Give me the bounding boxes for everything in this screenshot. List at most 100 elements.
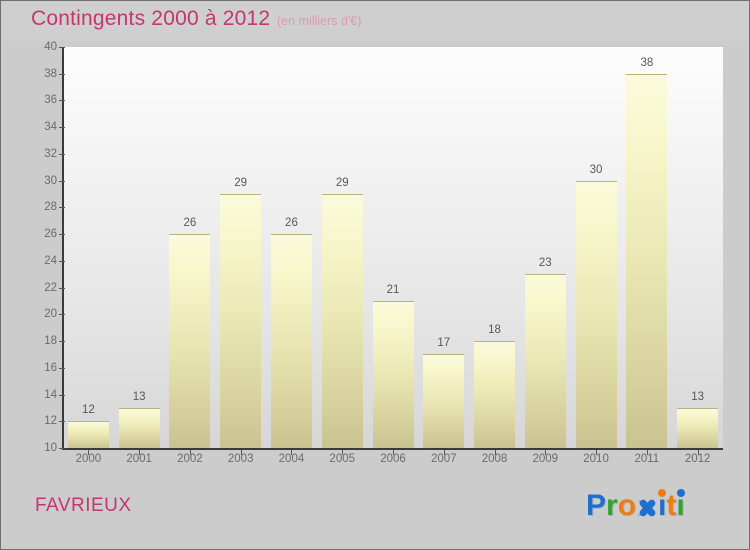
bar-top-edge — [626, 73, 668, 75]
x-axis-tick-label: 2005 — [329, 453, 356, 465]
y-axis-tick-label: 14 — [44, 388, 57, 401]
logo-letter-i1: ı — [658, 489, 667, 522]
logo-letter-r: r — [606, 489, 618, 522]
bar-top-edge — [321, 194, 363, 196]
bar-top-edge — [220, 194, 262, 196]
y-axis-tick-mark — [59, 47, 65, 48]
bar[interactable] — [321, 194, 363, 448]
y-axis-tick-label: 26 — [44, 228, 57, 241]
x-axis-tick-label: 2004 — [278, 453, 305, 465]
bar-top-edge — [118, 407, 160, 409]
bar-top-edge — [423, 354, 465, 356]
x-axis-tick-mark — [291, 450, 292, 455]
y-axis-line — [62, 47, 64, 449]
x-axis-tick-mark — [139, 450, 140, 455]
x-axis-tick-label: 2008 — [481, 453, 508, 465]
logo-letter-t: t — [666, 489, 677, 522]
y-axis-tick-label: 16 — [44, 361, 57, 374]
chart-subtitle: (en milliers d'€) — [277, 14, 362, 28]
x-axis-line — [62, 448, 723, 450]
y-axis-tick-mark — [59, 234, 65, 236]
logo-letter-i1-dot — [658, 489, 667, 497]
bar[interactable] — [474, 341, 516, 448]
bar-value-label: 12 — [81, 404, 95, 417]
y-axis-tick-label: 22 — [44, 281, 57, 294]
bar-top-edge — [67, 421, 109, 423]
bar-value-label: 26 — [285, 217, 298, 230]
y-axis-tick-label: 10 — [44, 442, 57, 454]
bar-value-label: 17 — [437, 337, 451, 350]
bar-value-label: 38 — [640, 56, 654, 69]
bar-top-edge — [524, 274, 566, 276]
bar[interactable] — [270, 234, 312, 448]
bar[interactable] — [524, 274, 566, 448]
x-axis-tick-mark — [88, 450, 89, 455]
proxiti-logo[interactable]: Prox ı tı — [586, 489, 685, 522]
x-axis-tick-label: 2010 — [583, 453, 609, 465]
x-axis-tick-label: 2002 — [177, 453, 203, 465]
x-axis-tick-mark — [698, 450, 699, 455]
bar[interactable] — [423, 354, 465, 448]
x-axis-tick-label: 2006 — [380, 453, 406, 465]
y-axis-tick-mark — [59, 367, 65, 369]
x-axis-tick-label: 2003 — [227, 453, 254, 465]
bar[interactable] — [677, 407, 719, 448]
logo-letter-i2-dot — [676, 489, 685, 497]
bar-value-label: 29 — [234, 177, 248, 190]
y-axis-tick-mark — [59, 207, 65, 209]
x-axis-tick-label: 2001 — [126, 453, 152, 465]
x-axis-tick-label: 2007 — [430, 453, 457, 465]
logo-letter-i2: ı — [676, 489, 685, 522]
bar[interactable] — [220, 194, 262, 448]
chart-footer: FAVRIEUX Prox ı tı — [1, 479, 749, 549]
x-axis-tick-mark — [190, 450, 191, 455]
bar-top-edge — [270, 234, 312, 236]
bar[interactable] — [169, 234, 211, 448]
x-axis-tick-mark — [596, 450, 597, 455]
bar-value-label: 29 — [335, 177, 349, 190]
bar-value-label: 30 — [589, 163, 603, 176]
bar-top-edge — [169, 234, 211, 236]
y-axis-tick-label: 18 — [44, 335, 57, 348]
bar[interactable] — [626, 73, 668, 448]
x-axis-tick-label: 2009 — [532, 453, 559, 465]
y-axis-tick-mark — [59, 287, 65, 289]
bar-value-label: 23 — [538, 257, 552, 270]
bar[interactable] — [118, 407, 160, 448]
x-axis-tick-label: 2011 — [634, 453, 660, 465]
y-axis-tick-label: 34 — [44, 121, 57, 134]
y-axis-tick-mark — [59, 73, 65, 75]
bar-top-edge — [677, 407, 719, 409]
y-axis-tick-mark — [59, 127, 65, 129]
y-axis-tick-label: 12 — [44, 415, 57, 428]
y-axis-tick-label: 20 — [44, 308, 57, 321]
y-axis-tick-mark — [59, 448, 65, 449]
bar[interactable] — [67, 421, 109, 448]
y-axis-tick-label: 40 — [44, 41, 57, 53]
bar-value-label: 13 — [132, 390, 146, 403]
x-axis-tick-mark — [342, 450, 343, 455]
y-axis-tick-mark — [59, 153, 65, 155]
y-axis-tick-label: 30 — [44, 174, 57, 187]
logo-letter-p: P — [586, 489, 607, 522]
bar-value-label: 18 — [488, 324, 501, 337]
page-title: Contingents 2000 à 2012 — [31, 7, 271, 30]
x-axis-tick-mark — [495, 450, 496, 455]
bar[interactable] — [575, 180, 617, 448]
bar[interactable] — [372, 300, 414, 448]
x-axis-tick-mark — [241, 450, 242, 455]
bar-value-label: 21 — [386, 283, 400, 296]
x-axis-tick-label: 2000 — [75, 453, 102, 465]
y-axis-tick-mark — [59, 421, 65, 423]
bar-value-label: 26 — [183, 217, 197, 230]
logo-letter-o: o — [617, 489, 637, 522]
chart-header: Contingents 2000 à 2012 (en milliers d'€… — [1, 1, 749, 41]
y-axis-tick-mark — [59, 180, 65, 182]
bar-top-edge — [474, 341, 516, 343]
y-axis-tick-label: 24 — [44, 254, 57, 267]
y-axis-tick-mark — [59, 314, 65, 316]
commune-name: FAVRIEUX — [35, 495, 132, 516]
bar-value-label: 13 — [691, 390, 704, 403]
y-axis-tick-label: 38 — [44, 67, 57, 80]
